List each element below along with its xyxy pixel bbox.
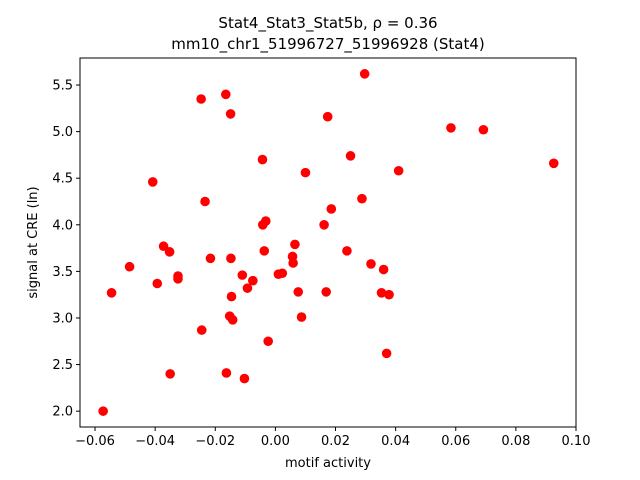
scatter-point bbox=[296, 312, 307, 322]
scatter-point bbox=[226, 291, 237, 302]
y-tick-label: 4.0 bbox=[52, 218, 73, 233]
scatter-point bbox=[366, 259, 376, 269]
y-tick-label: 3.0 bbox=[52, 311, 73, 326]
plot-frame bbox=[79, 57, 577, 428]
x-tick-label: 0.04 bbox=[381, 434, 410, 449]
scatter-point bbox=[152, 278, 163, 289]
scatter-point bbox=[263, 336, 273, 347]
scatter-point bbox=[221, 368, 232, 378]
scatter-point bbox=[478, 124, 489, 135]
y-tick-label: 5.5 bbox=[52, 79, 73, 94]
scatter-point bbox=[381, 348, 392, 359]
scatter-point bbox=[196, 94, 206, 104]
x-tick-label: 0.10 bbox=[562, 434, 591, 449]
x-axis-ticks: −0.06 −0.04 −0.02 0.00 0.02 0.04 0.06 0.08 0.10 bbox=[75, 427, 590, 449]
x-tick-label: −0.06 bbox=[75, 434, 115, 449]
x-tick-label: −0.02 bbox=[195, 434, 235, 449]
data-points bbox=[98, 69, 559, 416]
scatter-point bbox=[259, 246, 270, 256]
scatter-point bbox=[227, 315, 238, 325]
scatter-point bbox=[288, 258, 298, 268]
y-tick-label: 5.0 bbox=[52, 125, 73, 140]
scatter-point bbox=[260, 216, 271, 226]
scatter-point bbox=[321, 287, 331, 297]
scatter-point bbox=[237, 270, 248, 280]
scatter-point bbox=[277, 268, 288, 279]
chart-title-line1: Stat4_Stat3_Stat5b, ρ = 0.36 bbox=[218, 14, 437, 33]
scatter-point bbox=[173, 274, 183, 284]
scatter-point bbox=[357, 193, 367, 204]
scatter-point bbox=[124, 261, 135, 272]
scatter-point bbox=[226, 253, 236, 264]
scatter-point bbox=[200, 196, 210, 207]
scatter-point bbox=[158, 241, 169, 252]
scatter-point bbox=[300, 167, 311, 178]
x-tick-label: 0.02 bbox=[321, 434, 350, 449]
x-tick-label: 0.06 bbox=[441, 434, 470, 449]
scatter-point bbox=[98, 406, 108, 416]
scatter-point bbox=[290, 239, 300, 250]
scatter-point bbox=[106, 288, 117, 298]
y-tick-label: 4.5 bbox=[52, 172, 73, 187]
chart-title-line2: mm10_chr1_51996727_51996928 (Stat4) bbox=[171, 35, 484, 54]
scatter-point bbox=[147, 177, 158, 187]
x-tick-label: 0.08 bbox=[501, 434, 530, 449]
scatter-point bbox=[322, 111, 333, 122]
scatter-point bbox=[225, 109, 236, 119]
x-tick-label: 0.00 bbox=[261, 434, 290, 449]
scatter-point bbox=[378, 264, 389, 275]
scatter-point bbox=[239, 373, 250, 384]
scatter-point bbox=[242, 283, 253, 293]
y-tick-label: 3.5 bbox=[52, 265, 73, 280]
scatter-point bbox=[220, 89, 231, 100]
scatter-point bbox=[384, 289, 394, 300]
y-axis-label: signal at CRE (ln) bbox=[26, 186, 41, 298]
x-axis-label: motif activity bbox=[285, 456, 371, 471]
y-axis-ticks: 2.0 2.5 3.0 3.5 4.0 4.5 5.0 5.5 bbox=[52, 79, 80, 420]
scatter-point bbox=[393, 165, 404, 176]
x-tick-label: −0.04 bbox=[135, 434, 175, 449]
scatter-point bbox=[326, 204, 337, 214]
scatter-point bbox=[319, 219, 329, 230]
scatter-point bbox=[345, 151, 356, 161]
scatter-point bbox=[359, 69, 370, 79]
scatter-point bbox=[165, 369, 175, 379]
scatter-point bbox=[205, 253, 216, 264]
scatter-point bbox=[257, 154, 268, 165]
scatter-point bbox=[376, 288, 387, 298]
scatter-point bbox=[196, 325, 207, 335]
y-tick-label: 2.5 bbox=[52, 358, 73, 373]
scatter-point bbox=[548, 158, 559, 169]
scatter-point bbox=[446, 123, 456, 133]
scatter-point bbox=[248, 275, 258, 286]
scatter-point bbox=[293, 287, 304, 297]
y-tick-label: 2.0 bbox=[52, 405, 73, 420]
scatter-point bbox=[342, 246, 352, 256]
scatter-point bbox=[164, 247, 175, 257]
